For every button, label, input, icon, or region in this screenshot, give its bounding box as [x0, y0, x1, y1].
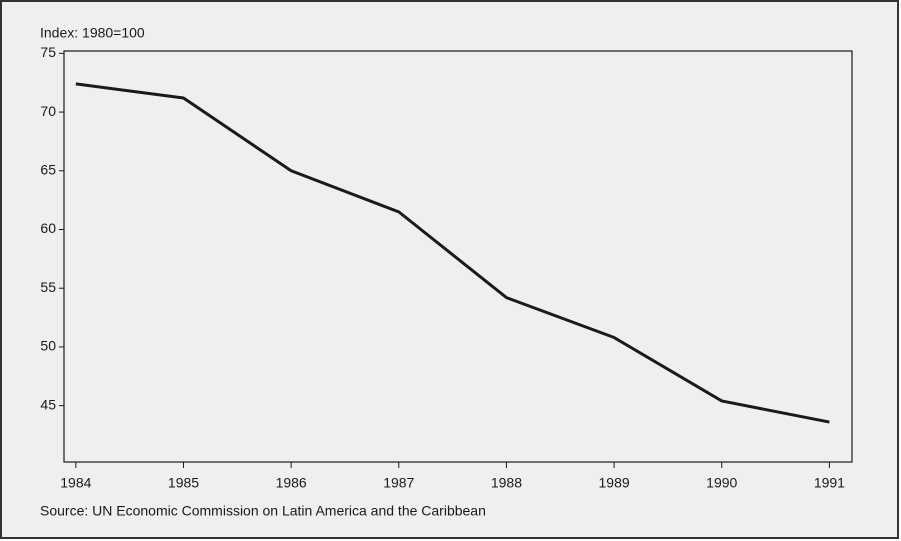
x-tick-label: 1985	[168, 475, 199, 491]
y-tick-label: 75	[40, 44, 56, 60]
plot-area	[63, 50, 853, 463]
x-tick-label: 1988	[491, 475, 522, 491]
x-tick-label: 1991	[814, 475, 845, 491]
y-tick-label: 50	[40, 338, 56, 354]
y-tick-label: 45	[40, 396, 56, 412]
y-tick-label: 55	[40, 279, 56, 295]
y-axis-label: Index: 1980=100	[40, 25, 145, 41]
x-tick-label: 1987	[383, 475, 414, 491]
x-tick-label: 1984	[60, 475, 91, 491]
y-tick-label: 60	[40, 220, 56, 236]
y-tick-label: 70	[40, 103, 56, 119]
line	[75, 82, 830, 424]
x-tick-label: 1986	[276, 475, 307, 491]
y-tick-label: 65	[40, 161, 56, 177]
source: Source: UN Economic Commission on Latin …	[40, 503, 486, 519]
x-tick-label: 1990	[706, 475, 737, 491]
x-tick-label: 1989	[599, 475, 630, 491]
